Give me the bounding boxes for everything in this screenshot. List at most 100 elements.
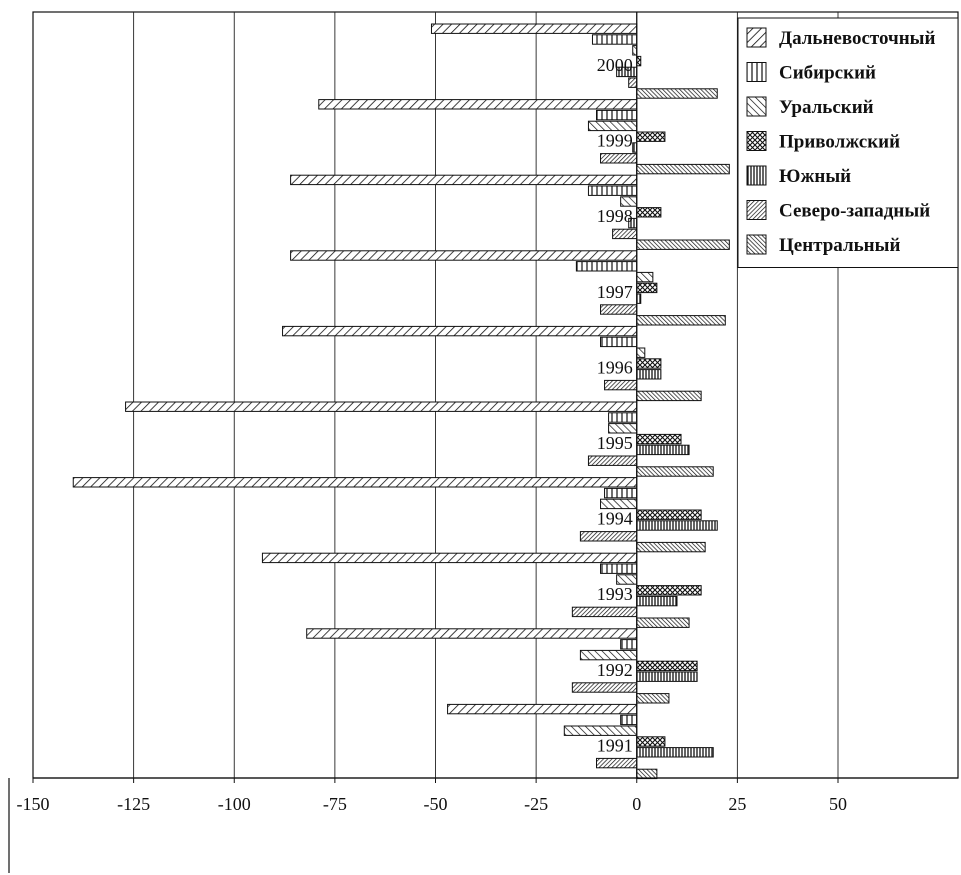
bar <box>600 304 638 315</box>
bar <box>636 163 730 175</box>
legend-swatch <box>746 165 767 186</box>
x-tick-label: 50 <box>829 794 847 814</box>
bar <box>571 682 638 693</box>
bar <box>290 174 638 186</box>
legend-label: Дальневосточный <box>779 28 935 49</box>
category-label: 2000 <box>597 55 633 75</box>
legend-swatch <box>746 27 767 48</box>
bar <box>636 509 702 520</box>
category-label: 1998 <box>597 206 633 226</box>
bar <box>636 369 662 380</box>
legend-label: Уральский <box>779 97 874 118</box>
category-label: 1995 <box>597 433 633 453</box>
bar <box>636 207 662 218</box>
bar <box>636 433 682 445</box>
bar <box>318 99 638 110</box>
bar <box>72 477 638 488</box>
bar <box>600 563 638 574</box>
bar <box>636 131 666 142</box>
bar <box>596 757 638 769</box>
bar <box>579 531 638 542</box>
bar <box>636 444 690 456</box>
bar <box>636 541 706 553</box>
bar <box>636 768 658 780</box>
bar <box>571 606 638 618</box>
category-labels: 2000 1999 1998 1997 1996 1995 1994 1993 1992 1991 <box>597 55 633 755</box>
bar <box>636 585 702 596</box>
x-tick-label: 0 <box>632 794 641 814</box>
bar <box>636 466 714 477</box>
x-tick-label: -125 <box>117 794 150 814</box>
legend-swatch <box>746 200 767 220</box>
bar <box>608 412 638 423</box>
bar <box>628 77 638 88</box>
bar <box>575 261 638 272</box>
gridlines <box>133 12 839 778</box>
bar <box>290 250 638 261</box>
bar <box>447 703 638 715</box>
bar <box>563 725 638 736</box>
bar <box>596 109 638 121</box>
bar <box>604 487 638 499</box>
bar <box>636 239 730 250</box>
bar <box>591 34 638 45</box>
legend: Дальневосточный Сибирский Уральский Приволж… <box>737 17 959 268</box>
x-tick-label: -50 <box>424 794 448 814</box>
bar <box>604 379 638 391</box>
bar <box>587 185 638 196</box>
legend-label: Сибирский <box>779 63 876 84</box>
bar <box>636 736 666 747</box>
bar <box>600 153 638 164</box>
legend-swatch <box>746 131 767 151</box>
bar <box>636 347 646 358</box>
bar <box>608 423 638 434</box>
bar <box>430 23 638 34</box>
category-label: 1993 <box>597 584 633 604</box>
bar <box>587 120 638 132</box>
legend-label: Южный <box>779 166 851 187</box>
bar <box>636 747 714 758</box>
x-tick-label: -100 <box>218 794 251 814</box>
legend-label: Приволжский <box>779 132 900 153</box>
x-tick-label: -150 <box>17 794 50 814</box>
bar <box>261 552 638 564</box>
bar <box>620 196 638 207</box>
bar <box>636 693 670 704</box>
category-label: 1996 <box>597 357 633 377</box>
legend-label: Центральный <box>779 235 900 256</box>
bar <box>636 660 698 672</box>
bar <box>616 574 638 585</box>
category-label: 1994 <box>597 509 633 529</box>
bar <box>636 617 690 628</box>
bar <box>636 282 658 294</box>
bar <box>636 88 718 99</box>
legend-swatch <box>746 234 767 255</box>
bar <box>579 649 638 661</box>
x-tick-label: -25 <box>524 794 548 814</box>
category-label: 1992 <box>597 660 633 680</box>
legend-box <box>737 17 959 268</box>
bar <box>125 401 638 412</box>
x-tick-label: 25 <box>728 794 746 814</box>
legend-swatch <box>746 62 767 82</box>
x-tick-label: -75 <box>323 794 347 814</box>
category-label: 1999 <box>597 131 633 151</box>
x-tick-labels: -150 -125 -100 -75 -50 -25 0 25 50 <box>17 778 847 814</box>
bar <box>636 315 726 326</box>
bar <box>636 390 702 402</box>
bar <box>620 714 638 726</box>
category-label: 1997 <box>597 282 633 302</box>
bar <box>600 336 638 348</box>
bar <box>587 455 638 466</box>
bar <box>306 628 638 639</box>
bar <box>600 498 638 510</box>
legend-label: Северо-западный <box>779 201 930 222</box>
bar <box>636 595 678 607</box>
bar <box>636 671 698 682</box>
bar <box>282 325 638 337</box>
bars <box>72 23 730 780</box>
legend-swatch <box>746 96 767 117</box>
bar <box>620 639 638 650</box>
bar <box>636 358 662 369</box>
category-label: 1991 <box>597 735 633 755</box>
